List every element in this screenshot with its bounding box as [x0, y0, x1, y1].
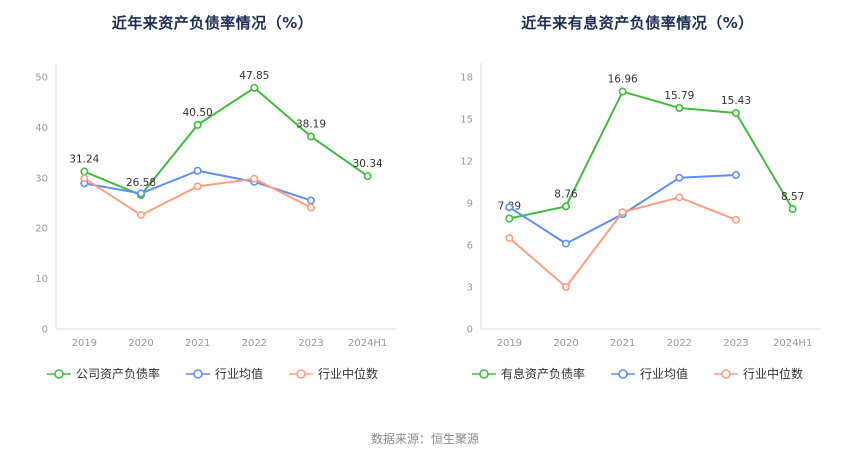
x-axis-category-label: 2023	[723, 338, 748, 349]
data-point-value-label: 47.85	[239, 70, 269, 82]
data-point-marker	[504, 234, 513, 243]
data-point-marker	[136, 189, 145, 198]
data-source-note: 数据来源：恒生聚源	[370, 432, 479, 446]
data-point-marker	[731, 171, 740, 180]
y-axis-tick-label: 0	[466, 325, 472, 336]
legend-line-marker-icon	[289, 368, 313, 379]
asset-liability-line-chart: 0 10 20 30 40 50 2019 2020 2021 2022 2023 2024H1 31.…	[35, 63, 396, 349]
legend-asset-liability: 公司资产负债率 行业均值 行业中位数	[46, 365, 378, 382]
legend-item-label: 行业均值	[214, 367, 263, 381]
data-point-value-label: 31.24	[69, 154, 99, 166]
legend-item-2[interactable]: 行业中位数	[289, 365, 378, 382]
legend-item-label: 行业中位数	[318, 367, 379, 381]
data-point-marker	[249, 174, 258, 183]
x-axis-category-label: 2022	[666, 338, 691, 349]
data-point-value-label: 30.34	[352, 158, 382, 170]
legend-interest-bearing: 有息资产负债率 行业均值 行业中位数	[471, 365, 803, 382]
x-axis-category-label: 2024H1	[772, 338, 811, 349]
legend-line-marker-icon	[46, 368, 71, 379]
legend-item-2[interactable]: 行业中位数	[714, 365, 803, 382]
y-axis-tick-label: 3	[466, 283, 472, 294]
data-point-marker	[561, 239, 570, 248]
legend-item-label: 行业中位数	[743, 367, 804, 381]
y-axis-tick-label: 12	[460, 157, 473, 168]
chart-panel-asset-liability: 近年来资产负债率情况（%） 0 10 20 30 40 50 2019 2020 2021 202…	[0, 4, 425, 382]
x-axis-category-label: 2020	[128, 338, 153, 349]
data-point-value-label: 8.57	[780, 191, 803, 203]
chart-panel-interest-bearing: 近年来有息资产负债率情况（%） 0 3 6 9 12 15 18 2019 2020 2021 20…	[425, 4, 850, 382]
y-axis-tick-label: 9	[466, 199, 472, 210]
legend-item-label: 行业均值	[639, 367, 688, 381]
y-axis-tick-label: 18	[460, 73, 473, 84]
legend-item-label: 公司资产负债率	[75, 367, 160, 381]
y-axis-tick-label: 20	[35, 224, 48, 235]
data-point-marker	[193, 120, 202, 129]
data-point-marker	[618, 208, 627, 217]
x-axis-category-label: 2021	[609, 338, 634, 349]
legend-line-marker-icon	[714, 368, 738, 379]
interest-bearing-line-chart: 0369121518201920202021202220232024H17.89…	[460, 63, 821, 349]
legend-item-1[interactable]: 行业均值	[610, 365, 688, 382]
data-point-value-label: 40.50	[182, 107, 212, 119]
y-axis-tick-label: 50	[35, 73, 48, 84]
x-axis-category-label: 2024H1	[347, 338, 386, 349]
data-point-value-label: 16.96	[607, 74, 637, 86]
x-axis-category-label: 2019	[71, 338, 96, 349]
y-axis-tick-label: 15	[460, 115, 473, 126]
data-point-value-label: 8.76	[554, 188, 578, 200]
data-point-marker	[618, 87, 627, 96]
data-point-marker	[136, 211, 145, 220]
data-point-marker	[674, 173, 683, 182]
data-point-marker	[504, 214, 513, 223]
data-point-marker	[306, 203, 315, 212]
data-point-marker	[249, 83, 258, 92]
series-line-0	[508, 90, 794, 220]
legend-item-1[interactable]: 行业均值	[185, 365, 263, 382]
data-point-value-label: 15.43	[720, 95, 750, 107]
legend-item-label: 有息资产负债率	[500, 367, 585, 381]
charts-row: 近年来资产负债率情况（%） 0 10 20 30 40 50 2019 2020 2021 202…	[0, 4, 850, 382]
data-point-value-label: 15.79	[664, 90, 694, 102]
legend-line-marker-icon	[610, 368, 635, 379]
data-point-marker	[306, 196, 315, 205]
data-point-value-label: 26.58	[125, 177, 155, 189]
data-point-value-label: 38.19	[295, 119, 325, 131]
y-axis-tick-label: 0	[41, 325, 47, 336]
x-axis-category-label: 2021	[184, 338, 209, 349]
chart-title-interest-bearing: 近年来有息资产负债率情况（%）	[521, 14, 754, 32]
x-axis-category-label: 2023	[298, 338, 323, 349]
x-axis-category-label: 2019	[496, 338, 521, 349]
chart-title-asset-liability: 近年来资产负债率情况（%）	[111, 14, 314, 32]
legend-line-marker-icon	[471, 368, 496, 379]
data-point-marker	[193, 166, 202, 175]
data-point-marker	[504, 203, 513, 212]
data-point-marker	[674, 103, 683, 112]
data-point-marker	[731, 215, 740, 224]
y-axis-tick-label: 10	[35, 274, 48, 285]
legend-line-marker-icon	[185, 368, 210, 379]
data-point-marker	[306, 132, 315, 141]
x-axis-category-label: 2020	[553, 338, 578, 349]
data-point-marker	[363, 172, 372, 181]
data-point-marker	[79, 167, 88, 176]
data-point-marker	[788, 205, 797, 214]
legend-item-0[interactable]: 公司资产负债率	[46, 365, 160, 382]
data-point-marker	[674, 193, 683, 202]
x-axis-category-label: 2022	[241, 338, 266, 349]
data-point-marker	[731, 108, 740, 117]
data-point-marker	[79, 174, 88, 183]
data-point-marker	[561, 283, 570, 292]
legend-item-0[interactable]: 有息资产负债率	[471, 365, 585, 382]
y-axis-tick-label: 40	[35, 123, 48, 134]
data-point-marker	[561, 202, 570, 211]
data-point-marker	[193, 182, 202, 191]
y-axis-tick-label: 30	[35, 173, 48, 184]
y-axis-tick-label: 6	[466, 241, 472, 252]
